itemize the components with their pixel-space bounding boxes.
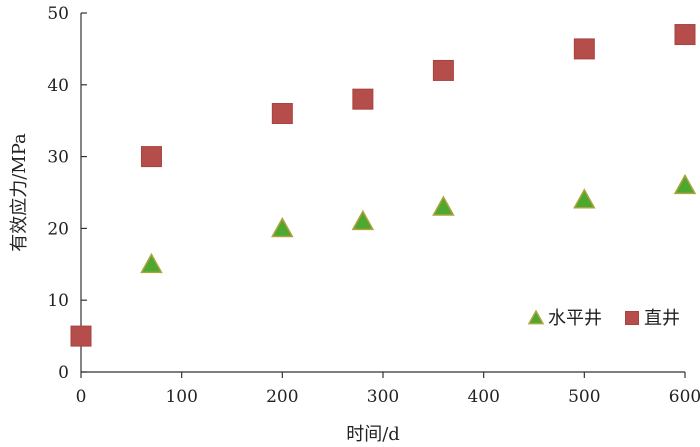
y-tick-label: 20 bbox=[47, 219, 69, 239]
x-tick-label: 200 bbox=[266, 387, 298, 407]
square-marker bbox=[432, 59, 454, 81]
square-marker bbox=[271, 103, 293, 125]
y-tick-label: 50 bbox=[47, 4, 69, 24]
triangle-marker bbox=[573, 188, 596, 209]
y-tick-label: 40 bbox=[47, 76, 69, 96]
y-tick-label: 10 bbox=[47, 291, 69, 311]
square-marker bbox=[674, 24, 696, 46]
series-horizontal-well bbox=[140, 173, 697, 274]
y-ticks: 0 10 20 30 40 50 bbox=[47, 4, 87, 383]
legend-triangle-marker bbox=[527, 309, 545, 325]
legend-label: 水平井 bbox=[548, 308, 602, 329]
x-tick-label: 600 bbox=[669, 387, 700, 407]
square-marker bbox=[70, 325, 92, 347]
x-tick-label: 100 bbox=[165, 387, 197, 407]
triangle-marker bbox=[140, 252, 163, 274]
legend: 水平井 直井 bbox=[527, 308, 680, 329]
y-tick-label: 30 bbox=[47, 148, 69, 168]
triangle-marker bbox=[351, 209, 375, 231]
x-ticks: 0 100 200 300 400 500 600 bbox=[76, 372, 700, 407]
square-marker bbox=[573, 38, 595, 60]
y-tick-label: 0 bbox=[58, 363, 69, 383]
series-vertical-well bbox=[70, 24, 696, 347]
x-axis-title: 时间/d bbox=[346, 424, 400, 445]
legend-label: 直井 bbox=[644, 308, 680, 329]
square-marker bbox=[140, 146, 162, 168]
square-marker bbox=[352, 88, 374, 110]
legend-square-marker bbox=[625, 311, 639, 325]
data-markers bbox=[70, 24, 697, 347]
x-tick-label: 500 bbox=[568, 387, 600, 407]
x-tick-label: 0 bbox=[76, 387, 87, 407]
triangle-marker bbox=[432, 195, 455, 216]
y-axis-title: 有效应力/MPa bbox=[9, 133, 30, 252]
axes: 0 10 20 30 40 50 0 100 200 300 400 500 600 bbox=[47, 4, 700, 407]
triangle-marker bbox=[271, 216, 294, 238]
x-tick-label: 400 bbox=[467, 387, 499, 407]
x-tick-label: 300 bbox=[367, 387, 399, 407]
triangle-marker bbox=[673, 173, 697, 195]
